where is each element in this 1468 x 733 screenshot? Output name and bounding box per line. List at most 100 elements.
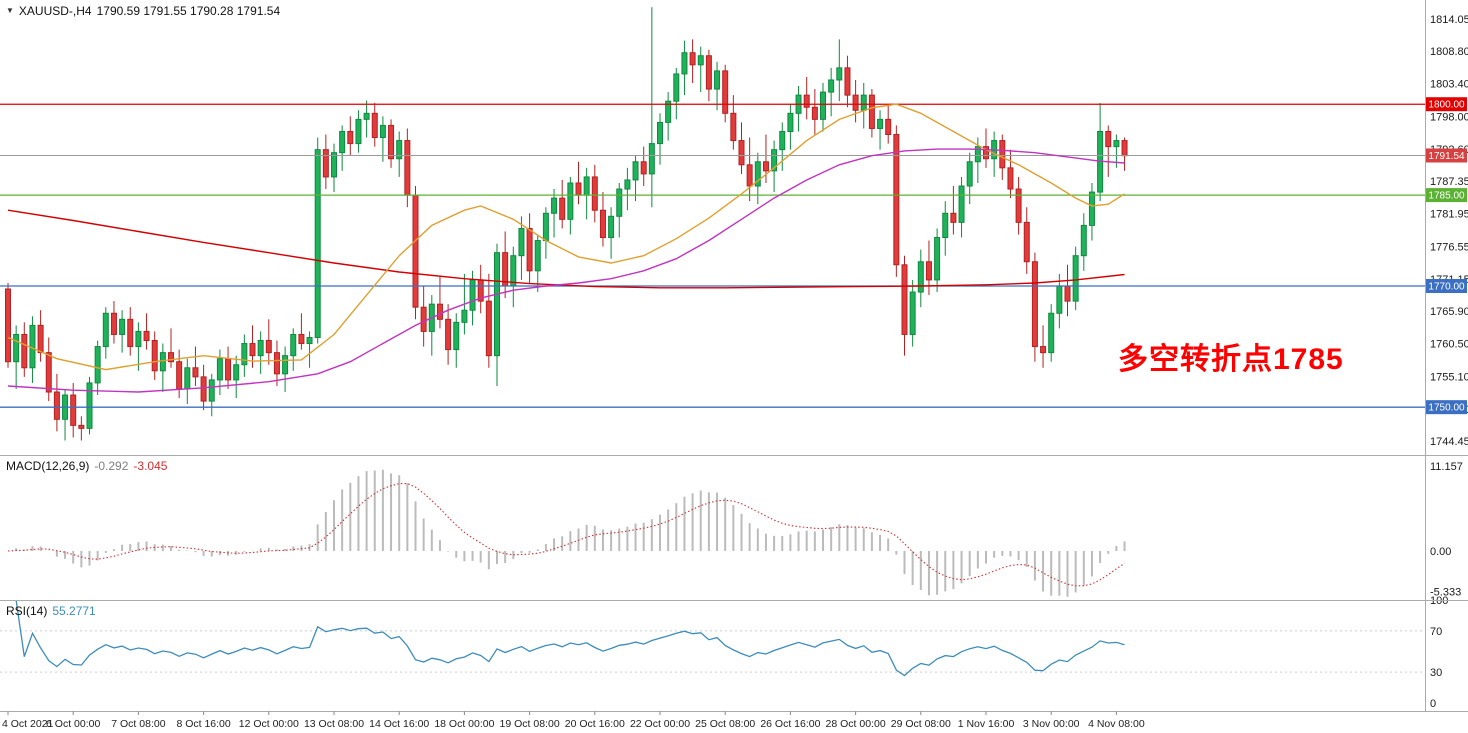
price-tick-label: 1776.55 (1430, 241, 1468, 253)
candle-body (714, 70, 721, 90)
price-tick-label: 1781.95 (1430, 209, 1468, 221)
candle-body (21, 333, 28, 369)
chart-header: ▼ XAUUSD-,H4 1790.59 1791.55 1790.28 1791.… (6, 4, 285, 18)
time-tick-label: 28 Oct 00:00 (826, 718, 886, 730)
candle-body (436, 303, 443, 320)
candle-body (983, 146, 989, 160)
candle-body (518, 227, 525, 257)
price-badge-label: 1791.54 (1428, 151, 1465, 162)
candle-body (1072, 255, 1079, 302)
candle-body (917, 261, 924, 293)
candle-body (1031, 261, 1038, 348)
price-tick-label: 1814.05 (1430, 14, 1468, 26)
time-tick-label: 12 Oct 00:00 (239, 718, 299, 730)
rsi-line (15, 600, 1125, 677)
candle-body (746, 164, 753, 187)
price-tick-label: 1760.50 (1430, 339, 1468, 351)
price-tick-label: 1808.80 (1430, 46, 1468, 58)
chart-annotation-text[interactable]: 多空转折点1785 (1118, 343, 1344, 376)
candle-body (233, 364, 240, 381)
candle-body (53, 391, 60, 420)
candle-body (347, 130, 354, 145)
candle-body (901, 264, 908, 335)
candle-body (803, 94, 810, 108)
candle-body (730, 112, 737, 142)
candle-body (591, 176, 598, 211)
candle-body (1056, 285, 1063, 314)
price-tick-label: 1744.45 (1430, 436, 1468, 448)
candle-body (151, 340, 158, 372)
candle-body (648, 143, 655, 175)
candle-body (282, 355, 289, 375)
candle-body (738, 140, 745, 166)
candle-body (534, 240, 541, 272)
time-tick-label: 8 Oct 16:00 (176, 718, 230, 730)
macd-layer[interactable] (7, 469, 1126, 597)
candle-body (640, 161, 647, 175)
candle-body (722, 70, 729, 114)
candle-body (1048, 312, 1055, 354)
rsi-tick-label: 70 (1430, 626, 1442, 638)
candle-body (779, 130, 786, 151)
candle-body (974, 146, 981, 163)
candle-body (762, 161, 769, 172)
candle-body (852, 94, 859, 111)
levels-layer (0, 103, 1425, 408)
candle-body (168, 352, 174, 363)
candle-body (893, 134, 900, 266)
candle-body (176, 361, 183, 390)
candle-body (909, 291, 916, 335)
rsi-layer[interactable] (0, 600, 1425, 677)
candle-body (37, 324, 44, 354)
candle-body (1023, 221, 1030, 263)
candle-body (78, 424, 85, 429)
price-tick-label: 1798.00 (1430, 111, 1468, 123)
candle-body (689, 52, 696, 66)
time-tick-label: 1 Nov 16:00 (958, 718, 1015, 730)
price-badge: 1750.00 (1426, 400, 1467, 415)
price-tick-label: 1803.40 (1430, 79, 1468, 91)
price-badge-label: 1800.00 (1428, 100, 1465, 111)
candle-body (1015, 188, 1022, 223)
time-tick-label: 6 Oct 00:00 (46, 718, 100, 730)
time-tick-label: 25 Oct 08:00 (695, 718, 755, 730)
candle-body (608, 215, 615, 239)
price-badge: 1791.54 (1426, 148, 1467, 163)
candle-body (616, 188, 623, 217)
candle-body (355, 118, 362, 145)
candle-body (216, 358, 223, 381)
candle-body (273, 352, 280, 375)
candle-body (363, 112, 370, 120)
candle-body (820, 91, 826, 120)
candle-body (265, 340, 272, 354)
candle-body (950, 212, 957, 223)
candle-body (445, 318, 452, 351)
macd-tick-label: -5.333 (1430, 587, 1461, 599)
candle-body (290, 333, 297, 357)
candle-body (379, 124, 386, 139)
candle-body (404, 140, 411, 196)
candle-body (298, 333, 305, 345)
candle-body (697, 55, 704, 66)
candle-body (1007, 167, 1014, 190)
candle-body (665, 100, 672, 123)
candle-body (461, 309, 468, 323)
candle-body (599, 209, 606, 239)
candle-body (934, 237, 941, 281)
ma-medium-orange (7, 103, 1125, 371)
candle-body (681, 52, 688, 75)
ma-long-red (7, 209, 1125, 289)
candle-body (192, 367, 199, 378)
symbol-expand-icon[interactable]: ▼ (6, 6, 14, 15)
candle-body (102, 312, 109, 348)
candle-body (575, 182, 582, 196)
candle-body (705, 55, 712, 90)
candle-body (314, 149, 321, 338)
macd-header: MACD(12,26,9) -0.292 -3.045 (6, 459, 172, 473)
price-badge: 1770.00 (1426, 278, 1467, 293)
macd-tick-label: 0.00 (1430, 546, 1451, 558)
candle-body (754, 161, 761, 187)
candle-body (135, 330, 142, 348)
